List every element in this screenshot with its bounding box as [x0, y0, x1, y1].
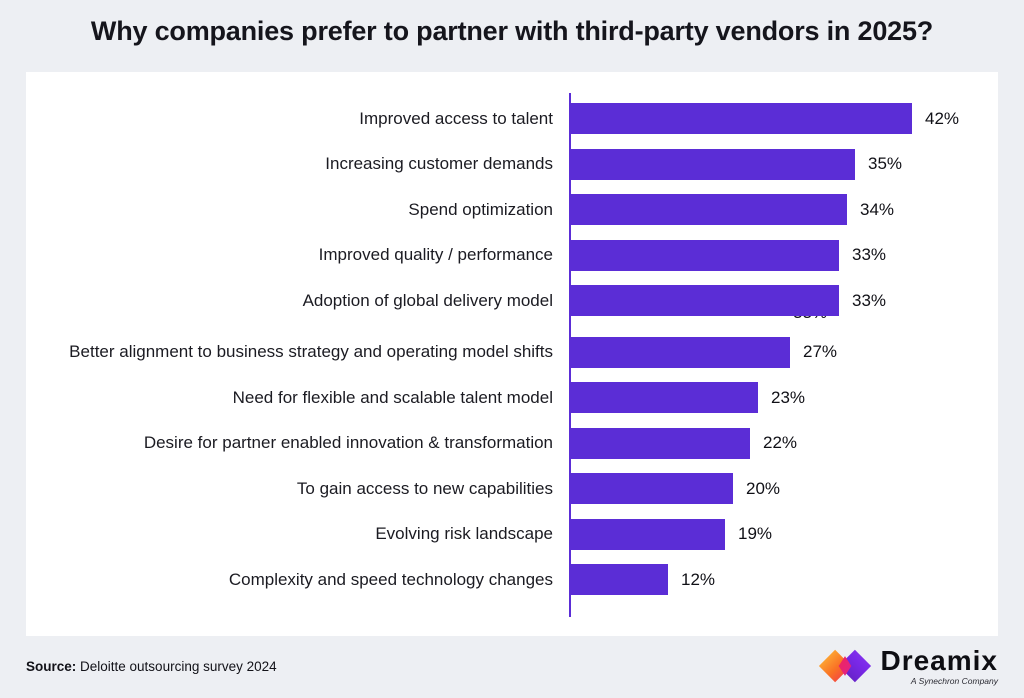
bar [571, 564, 668, 596]
source-note: Source: Deloitte outsourcing survey 2024 [26, 659, 277, 674]
category-label: Better alignment to business strategy an… [69, 342, 553, 362]
category-label: Improved quality / performance [318, 245, 553, 265]
bar-row: Improved access to talent 42% [26, 96, 998, 142]
source-label: Source: [26, 659, 77, 674]
category-label: Desire for partner enabled innovation & … [143, 433, 553, 453]
bar [571, 285, 839, 317]
category-label: Evolving risk landscape [375, 524, 553, 544]
category-label: Need for flexible and scalable talent mo… [232, 387, 553, 407]
bar [571, 473, 733, 505]
bar-row: Desire for partner enabled innovation & … [26, 421, 998, 467]
value-label: 22% [763, 433, 798, 453]
value-label: 19% [738, 524, 773, 544]
category-label: Increasing customer demands [325, 154, 553, 174]
dreamix-logo-icon [819, 649, 872, 683]
bar-row: Improved quality / performance 33% [26, 233, 998, 279]
bar [571, 194, 847, 226]
category-label: To gain access to new capabilities [296, 478, 553, 498]
bar-row: Evolving risk landscape 19% [26, 512, 998, 558]
bar [571, 382, 758, 414]
bar-row: Better alignment to business strategy an… [26, 330, 998, 376]
bar [571, 427, 750, 459]
category-label: Spend optimization [408, 199, 553, 219]
value-label: 23% [771, 387, 806, 407]
value-label: 20% [746, 478, 781, 498]
category-label: Adoption of global delivery model [302, 290, 553, 310]
bar-row: Spend optimization 34% [26, 187, 998, 233]
synechron-tagline: A Synechron Company [910, 675, 998, 686]
bar-row: Increasing customer demands 35% [26, 142, 998, 188]
chart-card: Improved access to talent 42% Increasing c… [26, 72, 998, 636]
value-label: 12% [681, 569, 716, 589]
category-label: Improved access to talent [359, 108, 553, 128]
bar [571, 518, 725, 550]
category-label: Complexity and speed technology changes [228, 569, 553, 589]
bar-chart: Improved access to talent 42% Increasing c… [26, 96, 998, 603]
bar [571, 239, 839, 271]
bar [571, 336, 790, 368]
y-axis-line [569, 93, 571, 617]
bar [571, 103, 912, 135]
value-label: 42% [925, 108, 960, 128]
source-text: Deloitte outsourcing survey 2024 [76, 659, 277, 674]
bar [571, 148, 855, 180]
value-label: 33% [852, 290, 887, 310]
value-label: 35% [868, 154, 903, 174]
bar-row: Complexity and speed technology changes 1… [26, 557, 998, 603]
bar-row: Need for flexible and scalable talent mo… [26, 375, 998, 421]
page-title: Why companies prefer to partner with thi… [90, 16, 934, 46]
bar-row: To gain access to new capabilities 20% [26, 466, 998, 512]
value-label: 33% [852, 245, 887, 265]
dreamix-logo: Dreamix A Synechron Company [818, 646, 998, 686]
value-label: 27% [803, 342, 838, 362]
dreamix-wordmark: Dreamix [880, 644, 998, 676]
value-label: 34% [860, 199, 895, 219]
